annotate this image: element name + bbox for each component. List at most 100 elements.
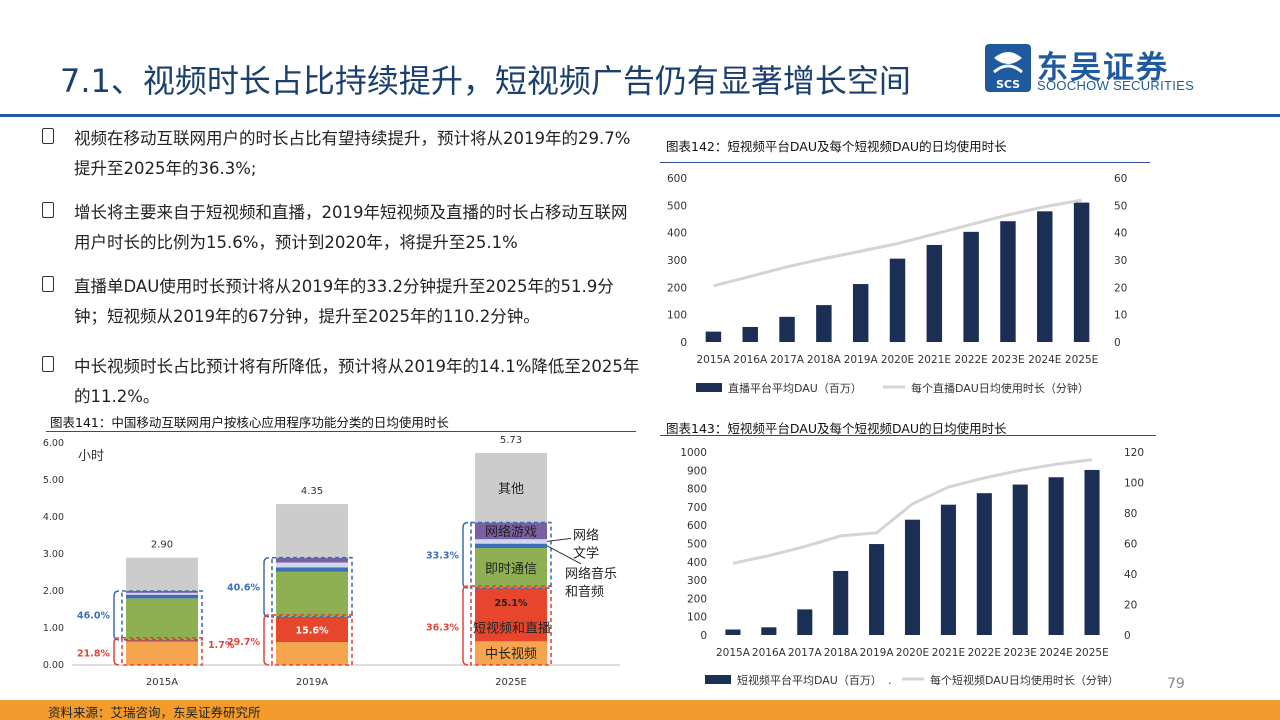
communication-bracket	[470, 521, 552, 589]
dau-bar	[742, 326, 758, 342]
y-axis-tick-label: 1.00	[43, 623, 64, 634]
communication-share-label: 33.3%	[426, 550, 459, 561]
short-video-share-label: 15.6%	[296, 625, 329, 636]
stacked-segment-3	[475, 548, 547, 589]
company-logo: SCS 东吴证券 SOOCHOW SECURITIES	[985, 42, 1215, 96]
stacked-segment-3	[276, 571, 348, 617]
callout-leader-line	[546, 537, 572, 542]
x-axis-tick-label: 2022E	[968, 647, 1001, 659]
dau-bar	[816, 305, 832, 342]
x-axis-tick-label: 2024E	[1028, 354, 1061, 366]
dau-bar	[852, 284, 869, 342]
y-axis-right-tick-label: 50	[1114, 200, 1127, 212]
segment-label: 中长视频	[485, 647, 537, 662]
video-brace-icon	[113, 637, 120, 666]
x-axis-tick-label: 2023E	[991, 354, 1024, 366]
x-axis-tick-label: 2023E	[1004, 647, 1037, 659]
dau-bar	[963, 231, 979, 342]
bullet-text: 直播单DAU使用时长预计将从2019年的33.2分钟提升至2025年的51.9分…	[74, 277, 614, 326]
footer-source: 资料来源：艾瑞咨询，东吴证券研究所	[48, 705, 261, 720]
y-axis-unit-label: 小时	[78, 449, 104, 464]
y-axis-tick-label: 5.00	[43, 475, 64, 486]
x-axis-tick-label: 2016A	[752, 647, 787, 659]
stacked-segment-2	[475, 588, 547, 642]
y-axis-right-tick-label: 60	[1124, 539, 1137, 551]
y-axis-left-tick-label: 700	[687, 502, 707, 514]
title-divider	[0, 114, 1280, 117]
y-axis-right-tick-label: 80	[1124, 508, 1137, 520]
segment-label: 即时通信	[485, 562, 537, 577]
communication-brace-icon	[263, 556, 270, 618]
communication-share-label: 40.6%	[227, 582, 260, 593]
x-axis-tick-label: 2020E	[896, 647, 929, 659]
video-bracket	[271, 614, 353, 666]
chart-143-caption-rule	[660, 435, 1156, 436]
video-bracket	[470, 585, 552, 666]
stacked-segment-7	[475, 452, 547, 523]
y-axis-left-tick-label: 500	[667, 200, 687, 212]
y-axis-right-tick-label: 30	[1114, 255, 1127, 267]
dau-bar	[1084, 469, 1100, 635]
stacked-segment-5	[126, 592, 198, 595]
chart-142-caption: 图表142：短视频平台DAU及每个短视频DAU的日均使用时长	[666, 139, 1007, 154]
dau-bar	[1012, 484, 1028, 635]
x-axis-tick-label: 2025E	[1065, 354, 1098, 366]
dau-bar	[761, 627, 777, 635]
x-axis-tick-label: 2018A	[807, 354, 842, 366]
x-axis-tick-label: 2017A	[770, 354, 805, 366]
callout-music-line2: 和音频	[565, 584, 604, 600]
chart-141-caption-rule	[46, 431, 636, 432]
x-axis-tick-label: 2015A	[146, 677, 178, 688]
scs-logo-icon: SCS	[985, 44, 1031, 92]
video-brace-icon	[263, 614, 270, 666]
y-axis-left-tick-label: 0	[680, 337, 687, 349]
bar-total-label: 4.35	[301, 486, 323, 497]
dau-bar	[725, 629, 741, 635]
segment-label: 其他	[498, 482, 524, 497]
stacked-segment-1	[276, 642, 348, 665]
chart-141: 0.00 1.00 2.00 3.00 4.00 5.00 6.00 小时 2.90 2015A 4…	[43, 435, 620, 688]
x-axis-tick-label: 2025E	[1075, 647, 1108, 659]
video-bracket	[121, 637, 203, 666]
logo-mark-text: SCS	[996, 78, 1020, 91]
communication-brace-icon	[462, 521, 469, 589]
video-share-label: 21.8%	[77, 648, 110, 659]
legend-bar-label: 短视频平台平均DAU（百万）	[737, 673, 882, 687]
stacked-segment-6	[276, 557, 348, 563]
dau-bar	[889, 258, 906, 342]
x-axis-tick-label: 2019A	[296, 677, 328, 688]
callout-leader-line	[546, 545, 582, 565]
stacked-segment-3	[126, 598, 198, 640]
stacked-segment-4	[276, 567, 348, 572]
dau-bar	[1000, 221, 1016, 342]
chart-142-caption-rule	[660, 162, 1150, 163]
bullet-text: 视频在移动互联网用户的时长占比有望持续提升，预计将从2019年的29.7%提升至…	[74, 129, 631, 178]
bullet-box-icon	[42, 356, 54, 372]
page-number: 79	[1167, 676, 1185, 692]
stacked-segment-4	[475, 543, 547, 549]
dau-bar	[797, 609, 813, 635]
stacked-segment-6	[126, 591, 198, 593]
chart-143-caption: 图表143：短视频平台DAU及每个短视频DAU的日均使用时长	[666, 421, 1007, 436]
stacked-segment-1	[126, 641, 198, 665]
dau-bar	[926, 244, 943, 342]
y-axis-left-tick-label: 400	[667, 228, 687, 240]
y-axis-right-tick-label: 20	[1124, 600, 1137, 612]
x-axis-tick-label: 2019A	[860, 647, 895, 659]
legend-line-label: 每个短视频DAU日均使用时长（分钟）	[930, 673, 1119, 687]
y-axis-left-tick-label: 600	[687, 520, 707, 532]
y-axis-left-tick-label: 1000	[680, 447, 707, 459]
communication-share-label: 46.0%	[77, 610, 110, 621]
bullet-box-icon	[42, 276, 54, 292]
footer-bar	[0, 700, 1280, 720]
dau-bar	[1073, 202, 1090, 342]
short-video-share-label: 1.7%	[208, 640, 235, 651]
y-axis-tick-label: 6.00	[43, 438, 64, 449]
y-axis-tick-label: 2.00	[43, 586, 64, 597]
x-axis-tick-label: 2021E	[932, 647, 965, 659]
communication-bracket	[121, 590, 203, 641]
x-axis-tick-label: 2017A	[788, 647, 823, 659]
x-axis-tick-label: 2020E	[881, 354, 914, 366]
y-axis-tick-label: 0.00	[43, 660, 64, 671]
